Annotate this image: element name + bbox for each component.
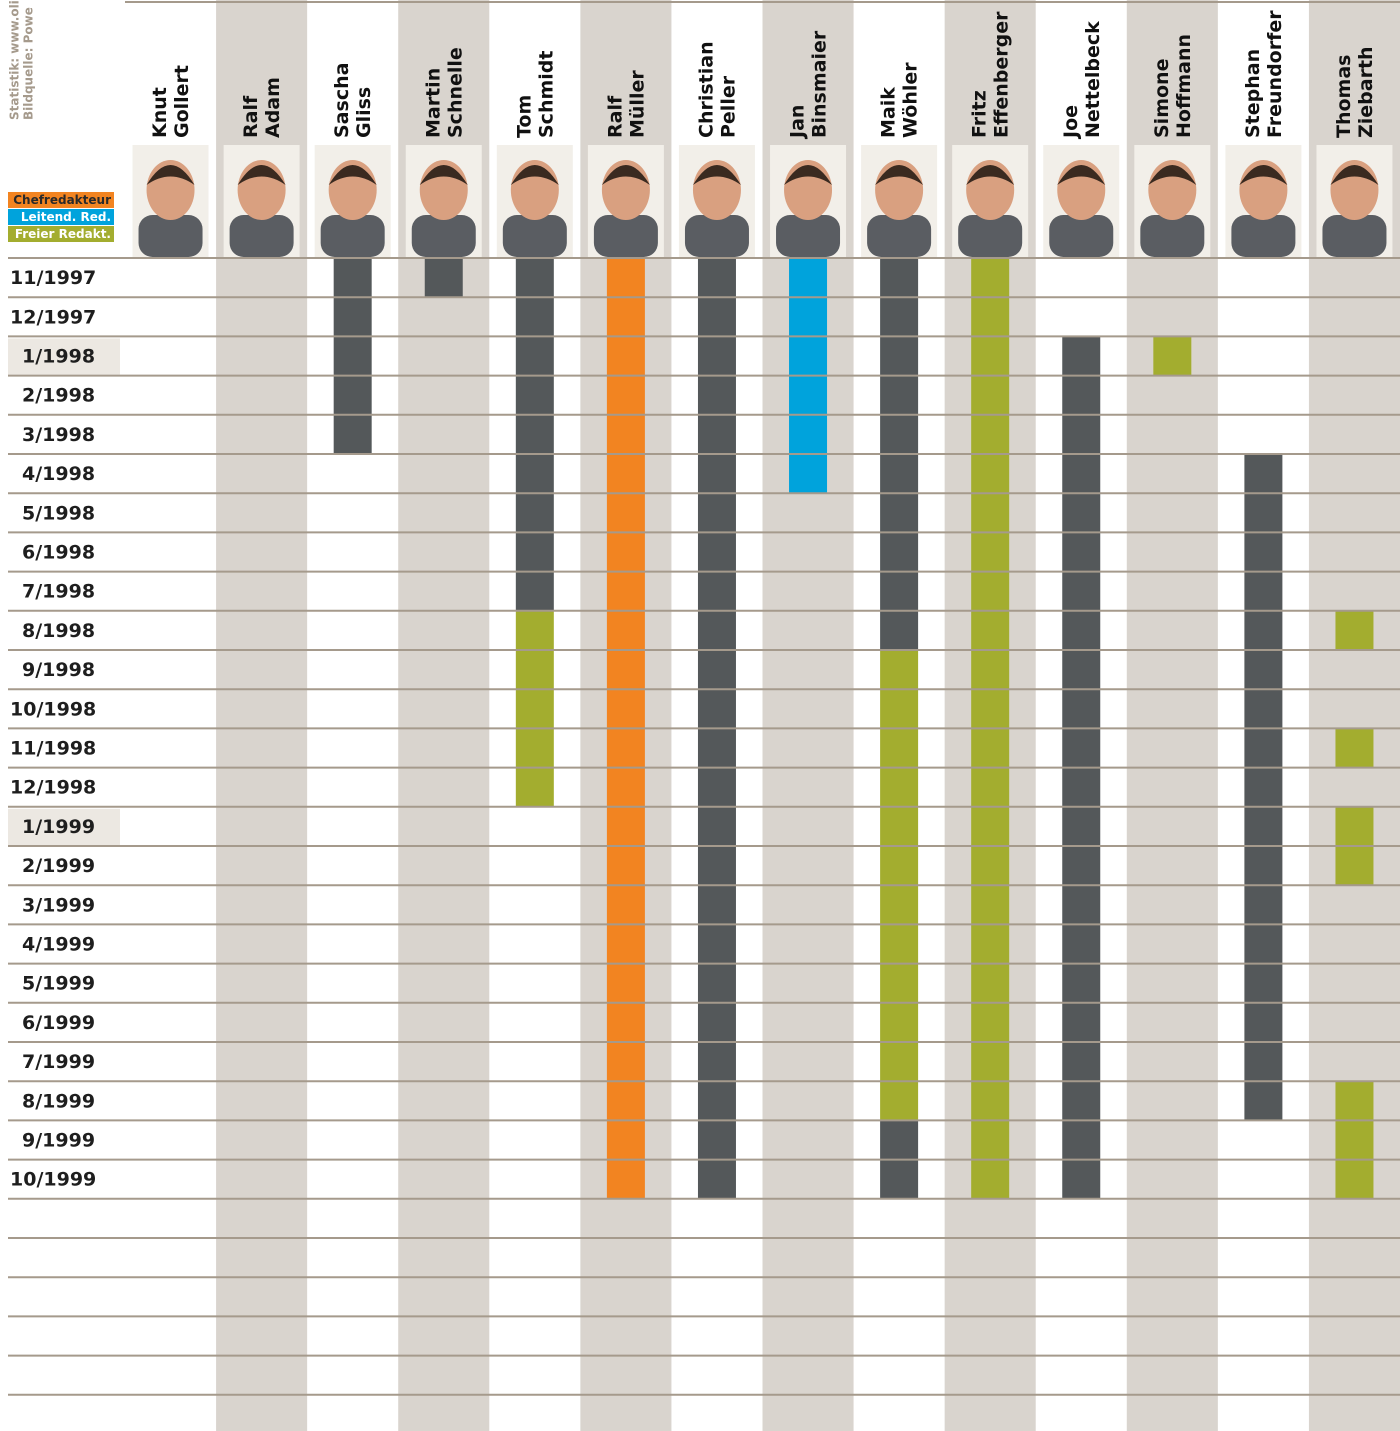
person-name: Fritz [969, 90, 991, 138]
portrait-body [321, 215, 385, 257]
portrait [133, 145, 209, 257]
row-label: 2/1998 [22, 385, 95, 407]
row-label: 7/1998 [22, 581, 95, 603]
portrait [861, 145, 937, 257]
person-name: Ziebarth [1355, 46, 1377, 138]
tenure-bar [1153, 336, 1191, 375]
person-name: Ralf [604, 95, 626, 138]
portrait-body [958, 215, 1022, 257]
person-name: Gollert [171, 65, 193, 138]
person-name: Schmidt [535, 51, 557, 138]
tenure-bar [516, 611, 554, 807]
portrait [679, 145, 755, 257]
row-label: 9/1999 [22, 1130, 95, 1152]
portrait-body [139, 215, 203, 257]
row-label: 1/1999 [22, 816, 95, 838]
person-name: Peller [717, 75, 739, 138]
person-name: Müller [626, 70, 648, 138]
portrait-body [594, 215, 658, 257]
portrait-body [1140, 215, 1204, 257]
portrait [406, 145, 482, 257]
portrait [588, 145, 664, 257]
portrait [770, 145, 846, 257]
credit: Bildquelle: Powe [22, 7, 36, 120]
person-name: Gliss [353, 87, 375, 138]
tenure-bar [425, 258, 463, 297]
row-label: 12/1998 [10, 777, 96, 799]
row-label: 11/1997 [10, 267, 96, 289]
portrait [1043, 145, 1119, 257]
row-label: 1/1998 [22, 346, 95, 368]
person-name: Christian [695, 41, 717, 138]
portrait-body [230, 215, 294, 257]
legend-label: Leitend. Red. [21, 210, 111, 224]
person-name: Maik [878, 87, 900, 138]
person-name: Wöhler [900, 62, 922, 138]
person-name: Nettelbeck [1082, 21, 1104, 138]
tenure-bar [1335, 611, 1373, 650]
row-label: 5/1998 [22, 502, 95, 524]
person-name: Martin [422, 68, 444, 138]
person-name: Thomas [1333, 55, 1355, 138]
row-label: 4/1999 [22, 934, 95, 956]
row-label: 10/1998 [10, 698, 96, 720]
tenure-bar [516, 258, 554, 611]
row-label: 4/1998 [22, 463, 95, 485]
chart: 11/1997 12/1997 1/1998 2/1998 3/1998 4/1998 5/… [0, 0, 1400, 1431]
portrait [1225, 145, 1301, 257]
row-label: 3/1999 [22, 894, 95, 916]
tenure-bar [1244, 454, 1282, 1120]
row-label: 9/1998 [22, 659, 95, 681]
portrait-body [867, 215, 931, 257]
person-name: Adam [262, 77, 284, 138]
row-label: 7/1999 [22, 1051, 95, 1073]
portrait-body [776, 215, 840, 257]
portrait [315, 145, 391, 257]
person-name: Jan [787, 105, 809, 140]
portrait-body [1231, 215, 1295, 257]
person-name: Schnelle [444, 47, 466, 138]
row-label: 2/1999 [22, 855, 95, 877]
row-label: 5/1999 [22, 973, 95, 995]
person-name: Ralf [240, 95, 262, 138]
person-name: Sascha [331, 63, 353, 138]
portrait [952, 145, 1028, 257]
person-name: Simone [1151, 59, 1173, 138]
portrait-body [412, 215, 476, 257]
row-label: 10/1999 [10, 1169, 96, 1191]
portrait-body [1322, 215, 1386, 257]
row-label: 11/1998 [10, 738, 96, 760]
person-name: Tom [513, 95, 535, 138]
portrait [224, 145, 300, 257]
credit: Statistik: www.oliver-k [8, 0, 22, 120]
person-name: Knut [149, 87, 171, 138]
portrait-body [1049, 215, 1113, 257]
person-name: Freundorfer [1264, 10, 1286, 138]
portrait [1316, 145, 1392, 257]
portrait [497, 145, 573, 257]
tenure-bar [334, 258, 372, 454]
portrait-body [685, 215, 749, 257]
person-name: Effenberger [991, 11, 1013, 138]
person-name: Binsmaier [809, 30, 831, 138]
person-name: Joe [1060, 105, 1082, 140]
legend-label: Freier Redakt. [15, 227, 111, 241]
row-label: 6/1999 [22, 1012, 95, 1034]
tenure-bar [1335, 728, 1373, 767]
tenure-bar [1335, 1081, 1373, 1199]
row-label: 8/1998 [22, 620, 95, 642]
row-label: 6/1998 [22, 542, 95, 564]
row-label: 3/1998 [22, 424, 95, 446]
portrait [1134, 145, 1210, 257]
legend-label: Chefredakteur [13, 193, 111, 207]
person-name: Hoffmann [1173, 34, 1195, 138]
portrait-body [503, 215, 567, 257]
row-label: 12/1997 [10, 306, 96, 328]
row-label: 8/1999 [22, 1090, 95, 1112]
person-name: Stephan [1242, 49, 1264, 138]
